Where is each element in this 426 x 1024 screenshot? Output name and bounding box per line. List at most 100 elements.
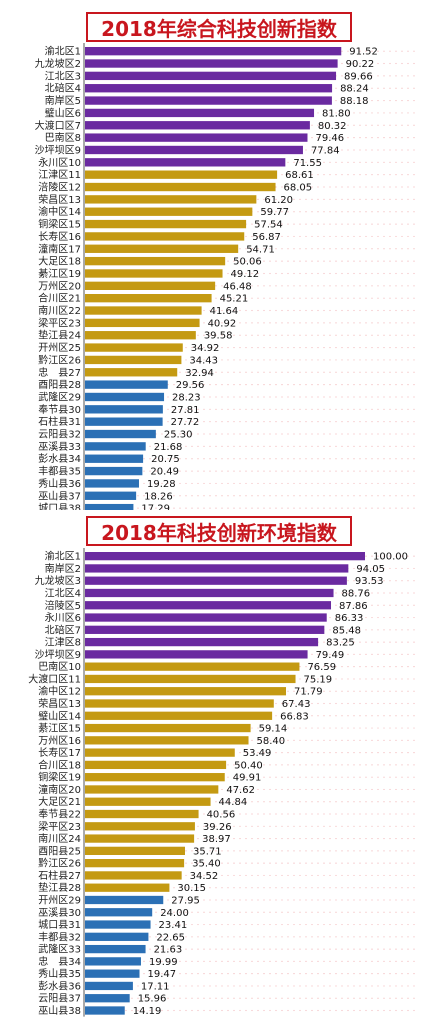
category-label: 梁平区23 (38, 316, 81, 329)
value-label: 35.40 (192, 859, 221, 870)
bar (85, 343, 183, 352)
category-label: 璧山区6 (45, 106, 81, 119)
bar (85, 871, 182, 880)
category-label: 万州区20 (38, 280, 81, 292)
category-label: 渝北区1 (45, 45, 81, 58)
bar (85, 281, 216, 290)
bar (85, 133, 308, 142)
category-label: 南岸区5 (45, 94, 81, 107)
value-label: 53.49 (243, 748, 272, 759)
bar (85, 785, 219, 794)
value-label: 90.22 (346, 59, 375, 70)
category-label: 潼南区20 (38, 783, 81, 796)
category-label: 永川区10 (38, 156, 81, 169)
bar (85, 883, 170, 892)
value-label: 28.23 (172, 392, 201, 403)
value-label: 22.65 (156, 932, 185, 943)
category-label: 奉节县30 (38, 403, 81, 416)
value-label: 79.46 (315, 133, 344, 144)
category-label: 九龙坡区3 (35, 574, 81, 587)
category-label: 彭水县34 (38, 452, 81, 465)
bar (85, 429, 156, 439)
category-label: 垫江县28 (38, 881, 81, 894)
category-label: 云阳县37 (38, 993, 81, 1005)
category-label: 开州区29 (38, 894, 81, 906)
category-label: 开州区25 (38, 342, 81, 354)
value-label: 86.33 (335, 613, 364, 624)
value-label: 40.56 (207, 810, 236, 821)
category-label: 渝北区1 (45, 550, 81, 563)
category-label: 大渡口区11 (28, 672, 81, 685)
category-label: 荣昌区13 (38, 194, 81, 206)
category-label: 万州区16 (38, 735, 81, 747)
bar (85, 957, 141, 966)
value-label: 80.32 (318, 121, 347, 132)
bar (85, 809, 199, 819)
bar (85, 981, 133, 991)
value-label: 57.54 (254, 220, 283, 231)
value-label: 19.99 (149, 957, 178, 968)
value-label: 39.58 (204, 331, 233, 342)
category-label: 大足区21 (38, 795, 81, 808)
value-label: 27.81 (171, 405, 200, 416)
value-label: 88.76 (342, 588, 371, 599)
value-label: 67.43 (282, 699, 311, 710)
category-label: 渝中区14 (38, 205, 81, 218)
bar (85, 601, 332, 610)
value-label: 88.24 (340, 84, 369, 95)
category-label: 大渡口区7 (35, 119, 81, 132)
category-label: 潼南区17 (38, 242, 81, 255)
value-label: 46.48 (223, 281, 252, 292)
value-label: 93.53 (355, 576, 384, 587)
bar (85, 442, 146, 451)
value-label: 71.79 (294, 687, 323, 698)
value-label: 83.25 (326, 638, 355, 649)
value-label: 39.26 (203, 822, 232, 833)
bar (85, 760, 227, 770)
bar (85, 121, 310, 130)
value-label: 89.66 (344, 71, 373, 82)
bar (85, 552, 365, 561)
category-label: 南川区24 (38, 832, 81, 845)
category-label: 忠 县34 (38, 956, 81, 968)
value-label: 71.55 (293, 158, 322, 169)
value-label: 24.00 (160, 908, 189, 919)
bar (85, 392, 165, 402)
value-label: 44.84 (219, 797, 248, 808)
bar-chart-comprehensive: 渝北区1 91.52 九龙坡区2 90.22 江北区3 89.66 北碚区4 88.24 南岸区… (35, 43, 415, 510)
bar (85, 145, 303, 155)
bar (85, 256, 226, 266)
category-label: 璧山区14 (38, 709, 81, 722)
category-label: 石柱县27 (38, 869, 81, 882)
category-label: 铜梁区19 (38, 771, 81, 784)
bar (85, 588, 334, 598)
bar (85, 232, 245, 241)
category-label: 秀山县35 (38, 968, 81, 980)
category-label: 巫溪县33 (38, 441, 81, 453)
category-label: 沙坪坝区9 (35, 143, 81, 156)
value-label: 29.56 (176, 380, 205, 391)
bar (85, 773, 225, 782)
bar (85, 466, 143, 476)
bar (85, 834, 195, 843)
bar (85, 182, 276, 192)
category-label: 长寿区16 (38, 230, 81, 243)
value-label: 88.18 (340, 96, 369, 107)
value-label: 68.05 (284, 183, 313, 194)
category-label: 合川区21 (38, 292, 81, 305)
bar (85, 318, 200, 328)
value-label: 21.68 (154, 442, 183, 453)
bar (85, 650, 308, 659)
value-label: 17.11 (141, 981, 170, 992)
category-label: 大足区18 (38, 255, 81, 268)
value-label: 94.05 (356, 564, 385, 575)
value-label: 68.61 (285, 170, 314, 181)
value-label: 34.92 (191, 343, 220, 354)
category-label: 梁平区23 (38, 820, 81, 833)
bar (85, 108, 315, 118)
bar (85, 846, 185, 855)
value-label: 81.80 (322, 108, 351, 119)
category-label: 酉阳县25 (38, 845, 81, 857)
bar (85, 920, 151, 929)
value-label: 27.95 (171, 895, 200, 906)
